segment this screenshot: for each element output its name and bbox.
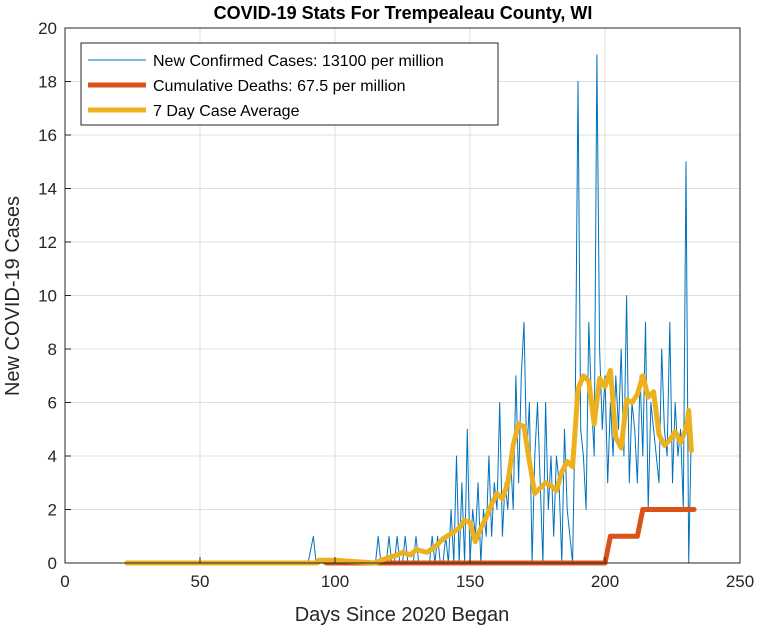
y-tick-label: 8 <box>48 340 57 359</box>
x-tick-label: 250 <box>726 572 754 591</box>
y-tick-label: 0 <box>48 554 57 573</box>
legend-label-deaths: Cumulative Deaths: 67.5 per million <box>153 78 406 95</box>
legend-label-new-cases: New Confirmed Cases: 13100 per million <box>153 53 444 70</box>
y-tick-label: 14 <box>38 180 57 199</box>
chart-title: COVID-19 Stats For Trempealeau County, W… <box>214 3 593 23</box>
x-tick-label: 100 <box>321 572 349 591</box>
legend: New Confirmed Cases: 13100 per million C… <box>80 42 499 126</box>
y-tick-label: 20 <box>38 19 57 38</box>
y-tick-label: 10 <box>38 287 57 306</box>
x-tick-label: 50 <box>191 572 210 591</box>
tick-labels: 0 50 100 150 200 250 0 2 4 6 8 10 12 14 16 18 20 <box>38 19 754 591</box>
legend-box <box>80 42 499 126</box>
y-tick-label: 6 <box>48 394 57 413</box>
x-tick-label: 150 <box>456 572 484 591</box>
x-axis-label: Days Since 2020 Began <box>295 604 510 626</box>
y-tick-label: 18 <box>38 73 57 92</box>
x-tick-label: 0 <box>60 572 69 591</box>
series-7-day-average-line <box>124 367 694 566</box>
y-axis-label: New COVID-19 Cases <box>2 196 24 396</box>
y-tick-label: 16 <box>38 126 57 145</box>
y-tick-label: 12 <box>38 233 57 252</box>
legend-label-average: 7 Day Case Average <box>153 103 300 120</box>
x-tick-label: 200 <box>591 572 619 591</box>
y-tick-label: 4 <box>48 447 57 466</box>
y-tick-label: 2 <box>48 501 57 520</box>
